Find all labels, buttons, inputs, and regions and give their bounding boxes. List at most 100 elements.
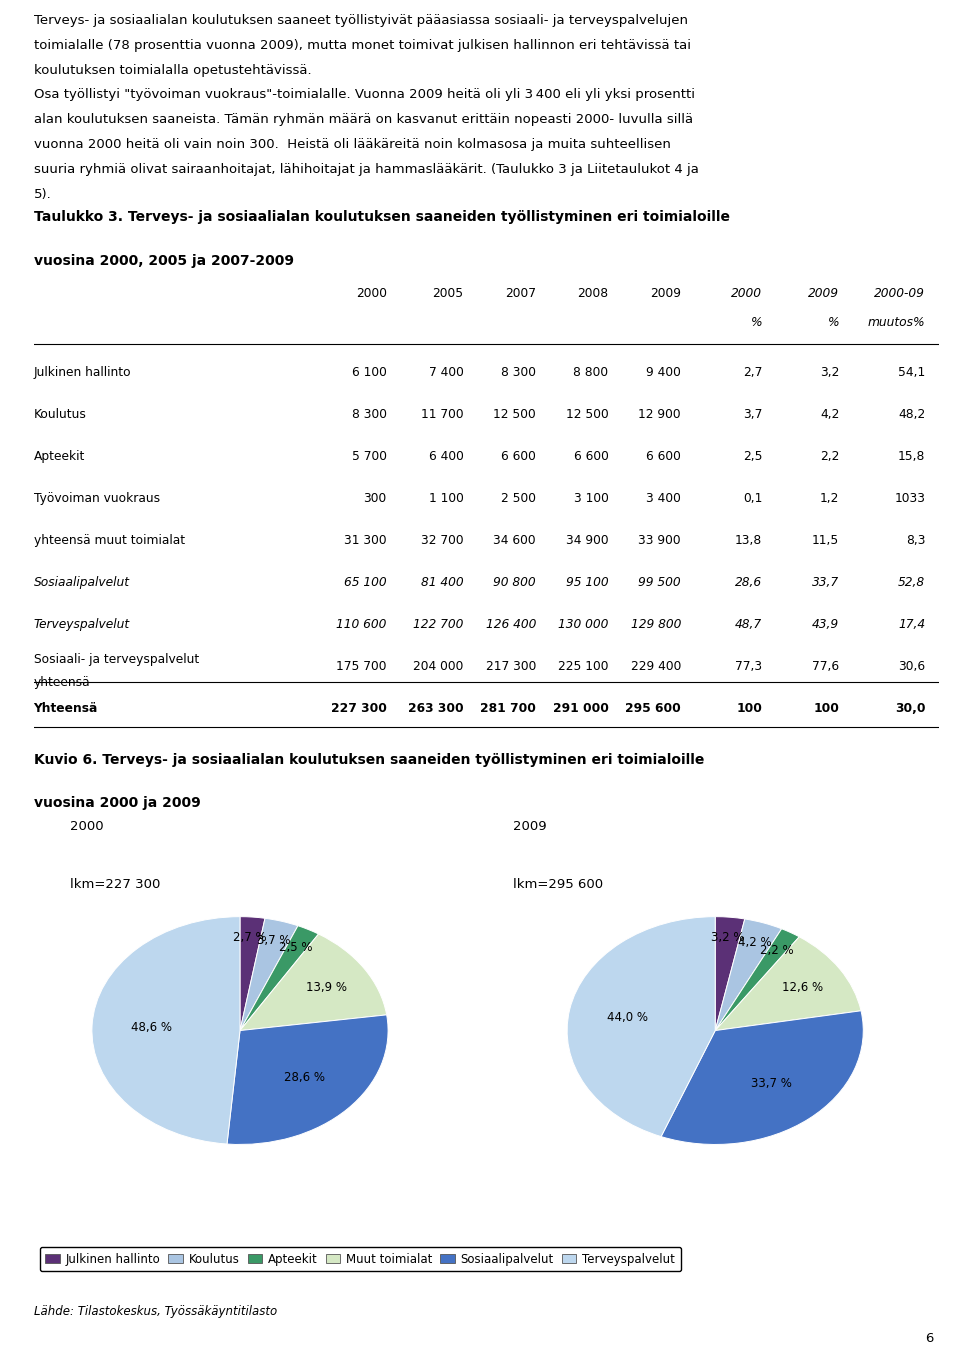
Text: toimialalle (78 prosenttia vuonna 2009), mutta monet toimivat julkisen hallinnon: toimialalle (78 prosenttia vuonna 2009),… <box>34 38 690 52</box>
Text: 90 800: 90 800 <box>493 576 536 589</box>
Text: 31 300: 31 300 <box>344 534 387 546</box>
Text: 8 300: 8 300 <box>501 366 536 380</box>
Text: 263 300: 263 300 <box>408 702 464 715</box>
Text: 6: 6 <box>924 1332 933 1345</box>
Wedge shape <box>92 917 240 1144</box>
Text: 52,8: 52,8 <box>899 576 925 589</box>
Text: 6 600: 6 600 <box>573 450 609 464</box>
Text: 33,7: 33,7 <box>812 576 839 589</box>
Text: 1033: 1033 <box>895 492 925 506</box>
Text: 28,6: 28,6 <box>735 576 762 589</box>
Text: 43,9: 43,9 <box>812 618 839 631</box>
Text: 110 600: 110 600 <box>336 618 387 631</box>
Text: Julkinen hallinto: Julkinen hallinto <box>34 366 132 380</box>
Text: Apteekit: Apteekit <box>34 450 85 464</box>
Text: vuosina 2000 ja 2009: vuosina 2000 ja 2009 <box>34 796 201 811</box>
Text: 48,6 %: 48,6 % <box>131 1021 172 1035</box>
Wedge shape <box>567 917 715 1136</box>
Text: 95 100: 95 100 <box>565 576 609 589</box>
Text: 7 400: 7 400 <box>429 366 464 380</box>
Text: 2009: 2009 <box>808 287 839 301</box>
Text: 12,6 %: 12,6 % <box>781 980 823 994</box>
Text: 77,6: 77,6 <box>812 660 839 673</box>
Text: suuria ryhmiä olivat sairaanhoitajat, lähihoitajat ja hammaslääkärit. (Taulukko : suuria ryhmiä olivat sairaanhoitajat, lä… <box>34 163 699 176</box>
Text: Koulutus: Koulutus <box>34 408 86 422</box>
Text: muutos%: muutos% <box>868 316 925 330</box>
Text: 4,2: 4,2 <box>820 408 839 422</box>
Text: 2005: 2005 <box>433 287 464 301</box>
Text: 54,1: 54,1 <box>898 366 925 380</box>
Text: 4,2 %: 4,2 % <box>738 936 772 949</box>
Text: 8 800: 8 800 <box>573 366 609 380</box>
Text: yhteensä: yhteensä <box>34 675 90 689</box>
Text: 15,8: 15,8 <box>898 450 925 464</box>
Text: Taulukko 3. Terveys- ja sosiaalialan koulutuksen saaneiden työllistyminen eri to: Taulukko 3. Terveys- ja sosiaalialan kou… <box>34 210 730 224</box>
Text: 3 400: 3 400 <box>646 492 681 506</box>
Text: 291 000: 291 000 <box>553 702 609 715</box>
Text: 33,7 %: 33,7 % <box>751 1077 792 1090</box>
Text: Yhteensä: Yhteensä <box>34 702 98 715</box>
Text: 13,8: 13,8 <box>735 534 762 546</box>
Text: 204 000: 204 000 <box>413 660 464 673</box>
Text: 6 400: 6 400 <box>429 450 464 464</box>
Text: Terveyspalvelut: Terveyspalvelut <box>34 618 130 631</box>
Text: Sosiaali- ja terveyspalvelut: Sosiaali- ja terveyspalvelut <box>34 652 199 666</box>
Text: koulutuksen toimialalla opetustehtävissä.: koulutuksen toimialalla opetustehtävissä… <box>34 64 311 76</box>
Text: 3,2: 3,2 <box>820 366 839 380</box>
Text: 1,2: 1,2 <box>820 492 839 506</box>
Text: 11,5: 11,5 <box>812 534 839 546</box>
Text: 175 700: 175 700 <box>336 660 387 673</box>
Text: 81 400: 81 400 <box>421 576 464 589</box>
Text: Työvoiman vuokraus: Työvoiman vuokraus <box>34 492 159 506</box>
Text: 13,9 %: 13,9 % <box>306 980 348 994</box>
Wedge shape <box>240 926 319 1031</box>
Wedge shape <box>240 917 265 1031</box>
Wedge shape <box>715 937 861 1031</box>
Text: 44,0 %: 44,0 % <box>608 1012 648 1024</box>
Text: 3,7 %: 3,7 % <box>257 934 291 948</box>
Text: 300: 300 <box>364 492 387 506</box>
Text: yhteensä muut toimialat: yhteensä muut toimialat <box>34 534 184 546</box>
Text: 0,1: 0,1 <box>743 492 762 506</box>
Text: 129 800: 129 800 <box>631 618 681 631</box>
Text: %: % <box>751 316 762 330</box>
Text: vuonna 2000 heitä oli vain noin 300.  Heistä oli lääkäreitä noin kolmasosa ja mu: vuonna 2000 heitä oli vain noin 300. Hei… <box>34 138 670 152</box>
Text: 2008: 2008 <box>577 287 609 301</box>
Text: 2009: 2009 <box>650 287 681 301</box>
Text: Kuvio 6. Terveys- ja sosiaalialan koulutuksen saaneiden työllistyminen eri toimi: Kuvio 6. Terveys- ja sosiaalialan koulut… <box>34 753 704 766</box>
Text: 2,5: 2,5 <box>743 450 762 464</box>
Text: 48,7: 48,7 <box>735 618 762 631</box>
Text: 100: 100 <box>736 702 762 715</box>
Text: Sosiaalipalvelut: Sosiaalipalvelut <box>34 576 130 589</box>
Text: alan koulutuksen saaneista. Tämän ryhmän määrä on kasvanut erittäin nopeasti 200: alan koulutuksen saaneista. Tämän ryhmän… <box>34 114 693 126</box>
Text: 281 700: 281 700 <box>480 702 536 715</box>
Legend: Julkinen hallinto, Koulutus, Apteekit, Muut toimialat, Sosiaalipalvelut, Terveys: Julkinen hallinto, Koulutus, Apteekit, M… <box>39 1246 681 1272</box>
Text: 3,7: 3,7 <box>743 408 762 422</box>
Text: 12 500: 12 500 <box>493 408 536 422</box>
Text: 28,6 %: 28,6 % <box>284 1071 324 1085</box>
Text: 1 100: 1 100 <box>429 492 464 506</box>
Text: 225 100: 225 100 <box>558 660 609 673</box>
Text: 122 700: 122 700 <box>413 618 464 631</box>
Wedge shape <box>661 1010 863 1144</box>
Text: 9 400: 9 400 <box>646 366 681 380</box>
Text: 5).: 5). <box>34 188 51 201</box>
Text: 130 000: 130 000 <box>558 618 609 631</box>
Wedge shape <box>715 929 800 1031</box>
Text: 6 100: 6 100 <box>351 366 387 380</box>
Wedge shape <box>715 919 781 1031</box>
Text: 12 500: 12 500 <box>565 408 609 422</box>
Text: 2000-09: 2000-09 <box>875 287 925 301</box>
Text: 126 400: 126 400 <box>486 618 536 631</box>
Text: 11 700: 11 700 <box>421 408 464 422</box>
Text: 217 300: 217 300 <box>486 660 536 673</box>
Text: 2,5 %: 2,5 % <box>279 941 313 955</box>
Text: 2,7 %: 2,7 % <box>233 932 267 944</box>
Text: 77,3: 77,3 <box>735 660 762 673</box>
Text: 33 900: 33 900 <box>638 534 681 546</box>
Wedge shape <box>715 917 745 1031</box>
Text: 229 400: 229 400 <box>631 660 681 673</box>
Text: vuosina 2000, 2005 ja 2007-2009: vuosina 2000, 2005 ja 2007-2009 <box>34 254 294 268</box>
Text: 17,4: 17,4 <box>899 618 925 631</box>
Wedge shape <box>227 1014 388 1144</box>
